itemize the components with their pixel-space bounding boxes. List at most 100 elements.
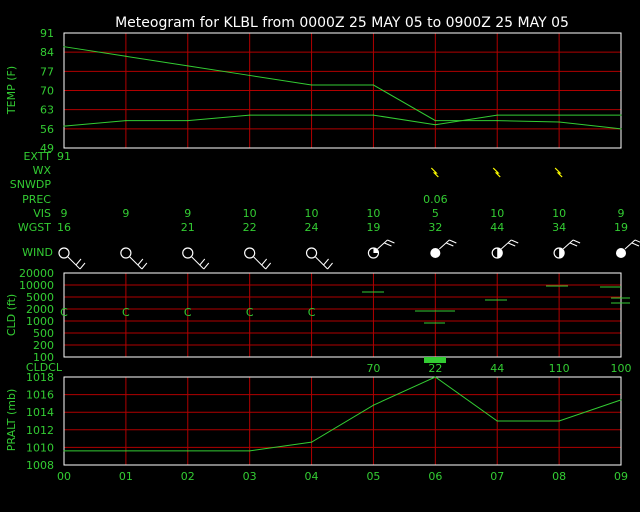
pressure-line: [64, 376, 622, 452]
temp-panel: 91 84 77 70 63 56 49: [40, 27, 622, 155]
wind-station: [553, 239, 581, 259]
vis-label: VIS: [33, 207, 51, 220]
cld-ytick: 500: [33, 327, 54, 340]
wind-barb-flag: [199, 258, 206, 266]
wind-station: [244, 247, 272, 270]
pressure-line-point: [372, 404, 375, 406]
wind-barb-flag: [631, 242, 640, 247]
wind-barb-flag: [79, 262, 86, 270]
dewpoint-line-point: [187, 120, 189, 122]
vis-value: 9: [61, 207, 68, 220]
wind-barb-shaft: [377, 239, 388, 250]
wind-barb-flag: [137, 258, 144, 266]
cld-frame: [63, 272, 622, 358]
temp-frame: [63, 32, 622, 149]
dewpoint-line-point: [558, 114, 560, 116]
vis-value: 10: [305, 207, 319, 220]
cld-ytick: 200: [33, 339, 54, 352]
wx-symbol: [430, 167, 439, 178]
dewpoint-line-point: [63, 125, 65, 127]
pressure-line-point: [63, 450, 65, 452]
wind-station: [430, 239, 457, 258]
hour-tick: 03: [243, 470, 257, 483]
temperature-line-point: [558, 121, 560, 123]
pralt-axis-label: PRALT (mb): [5, 389, 18, 451]
chart-title: Meteogram for KLBL from 0000Z 25 MAY 05 …: [115, 15, 569, 31]
wgst-value: 21: [181, 221, 195, 234]
temp-ytick: 84: [40, 46, 54, 59]
temperature-line-point: [496, 120, 498, 122]
hour-tick: 00: [57, 470, 71, 483]
temperature-line-point: [63, 46, 65, 48]
pralt-frame: [63, 376, 622, 466]
cloud-cover-circle: [58, 247, 70, 259]
wind-barb-flag: [634, 239, 640, 243]
wind-barb-flag: [265, 262, 272, 270]
wgst-value: 19: [614, 221, 628, 234]
wind-station: [120, 247, 148, 270]
pressure-line-point: [187, 450, 189, 452]
dewpoint-line-point: [310, 114, 313, 116]
cloud-marker: C: [308, 306, 316, 319]
cld-ytick: 100: [33, 351, 54, 364]
wind-barb-shaft: [500, 239, 512, 250]
hour-tick: 02: [181, 470, 195, 483]
dewpoint-line-point: [125, 120, 127, 122]
temperature-line-point: [249, 74, 251, 77]
temp-ytick: 49: [40, 142, 54, 155]
wind-barb-flag: [323, 258, 329, 266]
wind-barb-shaft: [253, 256, 267, 270]
pralt-ytick: 1010: [26, 441, 54, 454]
hour-tick: 08: [552, 470, 566, 483]
cloud-cover-circle: [182, 247, 194, 259]
cloud-cover-fill: [497, 248, 503, 258]
cloud-cover-circle: [120, 247, 132, 259]
wx-symbol: [554, 167, 563, 178]
pressure-line-point: [310, 441, 313, 443]
cld-ytick: 5000: [26, 291, 54, 304]
temp-ytick: 91: [40, 27, 54, 40]
pralt-ytick: 1018: [26, 371, 54, 384]
temperature-line-point: [310, 84, 313, 86]
wgst-value: 24: [305, 221, 319, 234]
wind-barb-shaft: [129, 256, 143, 270]
wind-barb-shaft: [315, 256, 328, 270]
cloud-cover-fill: [559, 248, 565, 258]
wind-barb-shaft: [67, 256, 81, 270]
hour-tick: 07: [490, 470, 504, 483]
pressure-line-point: [125, 450, 127, 452]
cloud-cover-circle: [305, 247, 318, 259]
temp-axis-label: TEMP (F): [5, 66, 18, 115]
wind-station: [305, 247, 333, 270]
cld-ytick: 2000: [26, 303, 54, 316]
temperature-line-point: [620, 128, 622, 130]
wind-barb-flag: [508, 242, 516, 247]
cloud-cover-fill: [373, 248, 379, 253]
wind-barb-flag: [569, 242, 578, 247]
pralt-ytick: 1012: [26, 424, 54, 437]
wind-station: [491, 239, 519, 259]
cloud-cover-circle: [430, 248, 441, 258]
vis-value: 9: [618, 207, 625, 220]
vis-value: 9: [184, 207, 191, 220]
vis-value: 10: [366, 207, 380, 220]
pressure-line-point: [249, 450, 251, 452]
cloud-marker: C: [184, 306, 192, 319]
dewpoint-line-point: [496, 114, 498, 116]
wind-barb-shaft: [438, 239, 450, 250]
temperature-line-point: [372, 84, 375, 86]
wgst-value: 19: [366, 221, 380, 234]
pralt-panel: 1018 1016 1014 1012 1010 1008: [26, 371, 622, 472]
wx-label: WX: [33, 164, 52, 177]
vis-value: 5: [432, 207, 439, 220]
cld-ytick: 20000: [19, 267, 54, 280]
wind-barb-flag: [327, 262, 333, 270]
wind-barb-shaft: [624, 239, 636, 250]
vis-value: 9: [122, 207, 129, 220]
wgst-value: 44: [490, 221, 504, 234]
wind-barb-flag: [572, 239, 581, 244]
wind-barb-flag: [384, 242, 392, 247]
hour-tick: 06: [428, 470, 442, 483]
extt-value: 91: [57, 150, 71, 163]
